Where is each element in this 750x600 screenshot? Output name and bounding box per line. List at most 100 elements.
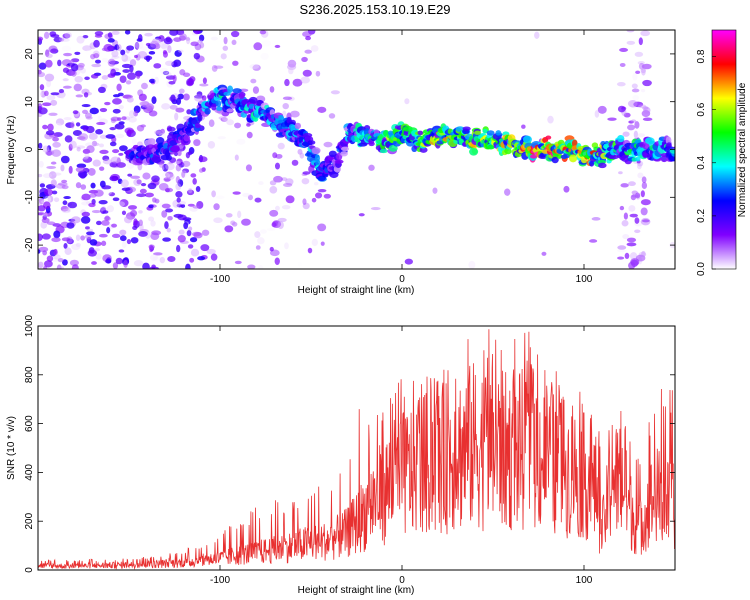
noise-blob bbox=[38, 103, 43, 111]
noise-blob bbox=[116, 201, 126, 207]
noise-blob bbox=[127, 205, 138, 210]
snr-frame bbox=[37, 325, 676, 571]
noise-blob bbox=[110, 116, 120, 122]
noise-blob bbox=[638, 104, 647, 109]
spectrogram-y-tick-label-4: 20 bbox=[24, 48, 35, 60]
noise-blob bbox=[46, 53, 53, 58]
noise-blob bbox=[101, 75, 109, 80]
noise-blob bbox=[81, 201, 91, 206]
noise-blob bbox=[232, 60, 239, 66]
noise-blob bbox=[121, 240, 127, 249]
noise-blob bbox=[167, 45, 172, 54]
noise-blob bbox=[99, 233, 108, 238]
noise-blob bbox=[150, 232, 160, 240]
noise-blob bbox=[370, 207, 381, 211]
noise-blob bbox=[197, 256, 206, 261]
noise-blob bbox=[138, 230, 148, 237]
noise-blob bbox=[210, 36, 218, 41]
noise-blob bbox=[629, 213, 638, 218]
ridge-blob bbox=[294, 122, 301, 130]
noise-blob bbox=[97, 86, 106, 94]
noise-blob bbox=[112, 197, 120, 202]
noise-blob bbox=[116, 83, 122, 92]
noise-blob bbox=[128, 104, 134, 110]
noise-blob bbox=[84, 76, 90, 81]
noise-blob bbox=[161, 103, 171, 110]
noise-blob bbox=[193, 30, 201, 35]
noise-blob bbox=[260, 229, 267, 234]
noise-blob bbox=[138, 210, 143, 214]
noise-blob bbox=[61, 208, 71, 214]
noise-blob bbox=[175, 183, 182, 191]
noise-blob bbox=[128, 116, 137, 123]
noise-blob bbox=[85, 226, 90, 230]
noise-blob bbox=[71, 243, 81, 251]
noise-blob bbox=[217, 136, 226, 140]
ridge-blob bbox=[545, 135, 552, 140]
noise-blob bbox=[46, 255, 54, 262]
noise-blob bbox=[38, 160, 44, 168]
noise-blob bbox=[127, 173, 133, 177]
noise-blob bbox=[621, 220, 629, 227]
noise-blob bbox=[234, 260, 242, 265]
snr-y-axis-label: SNR (10 * v/v) bbox=[6, 416, 17, 480]
noise-blob bbox=[643, 106, 651, 114]
noise-blob bbox=[90, 182, 96, 189]
ridge-blob bbox=[309, 140, 316, 145]
colorbar-tick-label-0: 0.0 bbox=[696, 262, 707, 276]
noise-blob bbox=[246, 123, 251, 127]
snr-x-axis-label: Height of straight line (km) bbox=[298, 585, 415, 596]
noise-blob bbox=[594, 110, 600, 118]
ridge-blob bbox=[556, 153, 563, 159]
noise-blob bbox=[153, 252, 163, 256]
spectrogram-x-tick-label-2: 100 bbox=[576, 274, 593, 285]
noise-blob bbox=[200, 244, 210, 252]
noise-blob bbox=[78, 133, 89, 141]
noise-blob bbox=[223, 36, 228, 45]
noise-blob bbox=[45, 59, 53, 68]
noise-blob bbox=[140, 183, 147, 187]
ridge-blob bbox=[216, 106, 223, 111]
noise-blob bbox=[81, 193, 91, 201]
noise-blob bbox=[92, 159, 101, 167]
noise-blob bbox=[145, 103, 155, 112]
noise-blob bbox=[269, 180, 277, 186]
noise-blob bbox=[106, 205, 115, 213]
ridge-blob bbox=[469, 148, 479, 156]
noise-blob bbox=[98, 200, 108, 205]
noise-blob bbox=[626, 30, 635, 33]
noise-blob bbox=[302, 31, 312, 38]
noise-blob bbox=[75, 166, 86, 173]
noise-blob bbox=[99, 149, 109, 155]
noise-blob bbox=[198, 156, 208, 163]
noise-blob bbox=[632, 72, 638, 81]
noise-blob bbox=[149, 254, 158, 261]
noise-blob bbox=[46, 80, 52, 88]
noise-blob bbox=[47, 123, 54, 132]
noise-blob bbox=[231, 30, 240, 38]
noise-blob bbox=[110, 156, 121, 164]
noise-blob bbox=[61, 179, 68, 184]
noise-blob bbox=[189, 262, 200, 267]
noise-blob bbox=[139, 188, 147, 194]
noise-blob bbox=[83, 92, 89, 98]
noise-blob bbox=[192, 178, 197, 185]
noise-blob bbox=[123, 215, 133, 224]
noise-blob bbox=[124, 127, 135, 134]
noise-blob bbox=[616, 81, 626, 87]
noise-blob bbox=[641, 181, 648, 190]
noise-blob bbox=[277, 217, 287, 223]
noise-blob bbox=[121, 116, 127, 121]
ridge-blob bbox=[589, 160, 595, 167]
noise-blob bbox=[213, 217, 223, 224]
noise-blob bbox=[195, 186, 201, 192]
noise-blob bbox=[70, 121, 75, 129]
noise-blob bbox=[194, 94, 204, 99]
noise-blob bbox=[225, 213, 233, 218]
noise-blob bbox=[72, 130, 82, 136]
noise-blob bbox=[304, 49, 312, 54]
ridge-blob bbox=[529, 154, 538, 159]
noise-blob bbox=[74, 51, 81, 56]
